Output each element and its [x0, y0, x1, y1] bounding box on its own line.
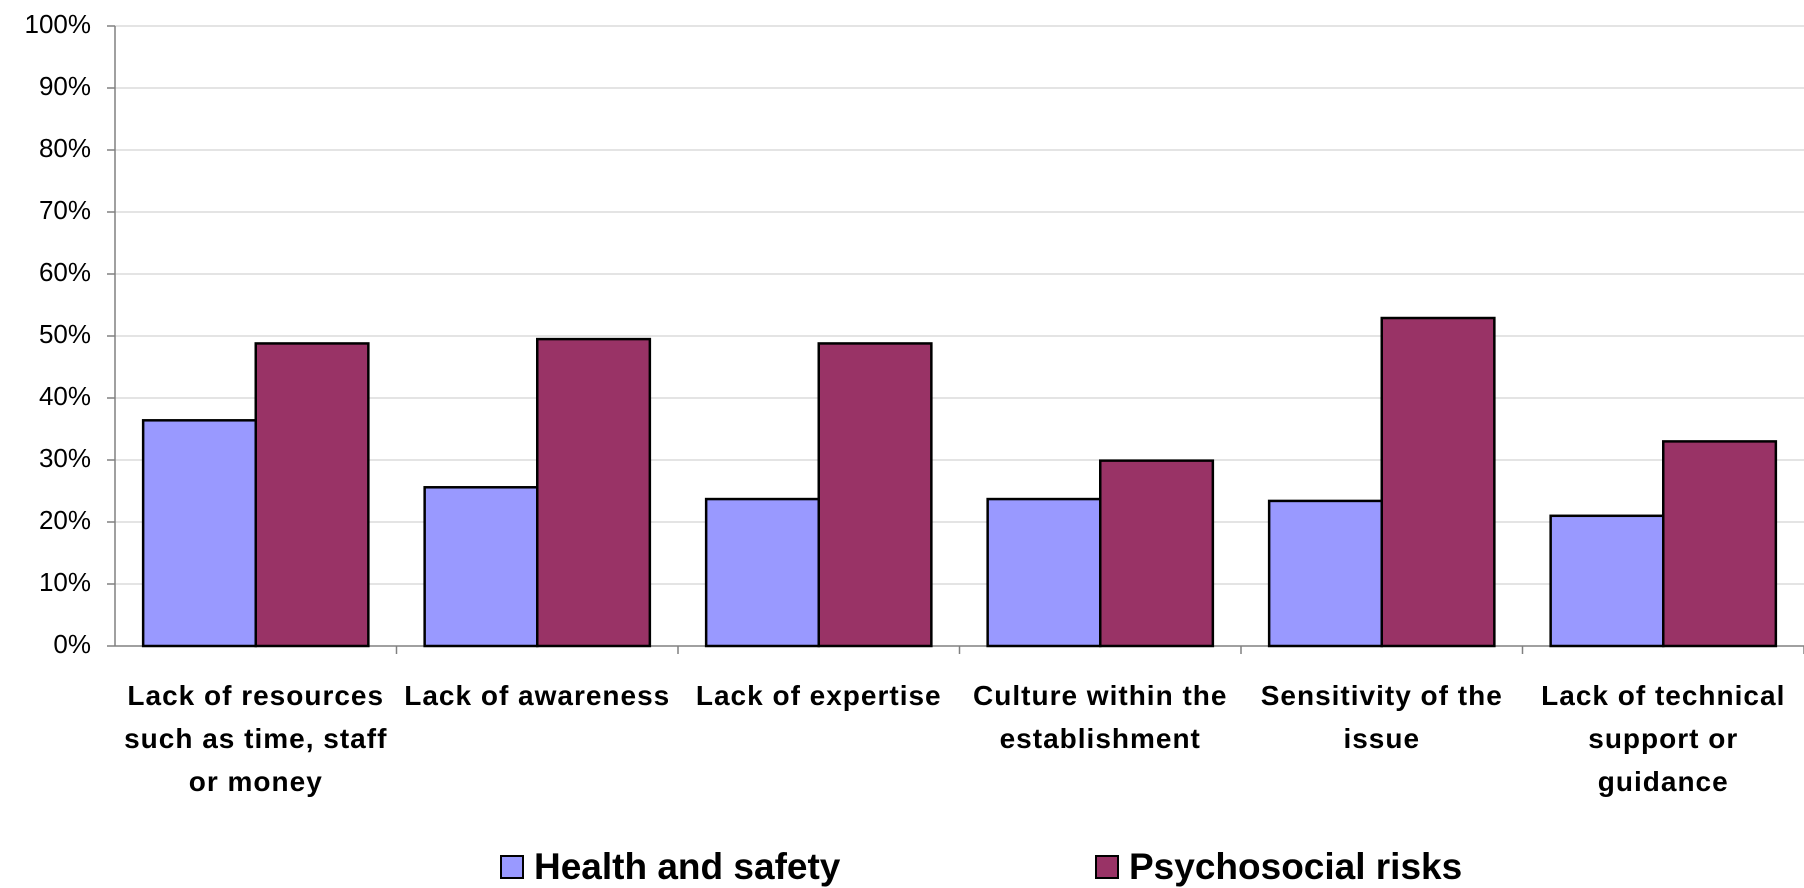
bar: [1549, 514, 1665, 648]
y-tick-label: 100%: [25, 9, 92, 39]
legend-swatch: [1095, 855, 1119, 879]
legend-label: Psychosocial risks: [1129, 846, 1463, 887]
bar: [1380, 316, 1496, 648]
y-tick-label: 0%: [53, 629, 91, 659]
x-tick-label: Lack of resources such as time, staff or…: [124, 680, 388, 797]
y-tick-label: 40%: [39, 381, 91, 411]
legend-label: Health and safety: [534, 846, 841, 887]
x-tick-label: Sensitivity of the issue: [1260, 680, 1503, 754]
bar: [423, 486, 539, 648]
bar: [1267, 499, 1384, 648]
bar: [1099, 459, 1215, 648]
x-tick-label: Culture within the establishment: [973, 680, 1228, 754]
bar: [141, 419, 257, 648]
x-tick-label: Lack of expertise: [695, 680, 942, 711]
x-tick-label: Lack of awareness: [404, 680, 671, 711]
y-tick-label: 30%: [39, 443, 91, 473]
bar: [986, 497, 1102, 648]
y-tick-label: 50%: [39, 319, 91, 349]
bar: [536, 337, 652, 648]
y-tick-label: 70%: [39, 195, 91, 225]
y-tick-label: 80%: [39, 133, 91, 163]
bar: [254, 342, 370, 648]
y-tick-label: 60%: [39, 257, 91, 287]
y-tick-label: 20%: [39, 505, 91, 535]
legend-swatch: [500, 855, 524, 879]
y-tick-label: 90%: [39, 71, 91, 101]
y-tick-label: 10%: [39, 567, 91, 597]
bar: [1662, 440, 1778, 648]
x-tick-label: Lack of technical support or guidance: [1541, 680, 1786, 797]
bar: [817, 342, 933, 648]
legend-item: Health and safety: [500, 846, 840, 888]
legend-item: Psychosocial risks: [1095, 846, 1462, 888]
bar: [704, 497, 821, 648]
